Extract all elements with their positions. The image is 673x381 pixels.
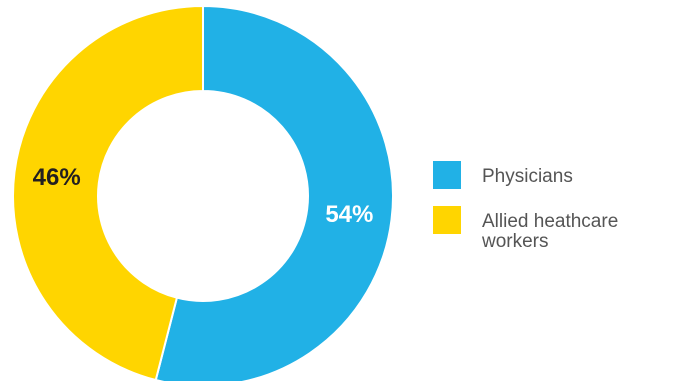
donut-slice-allied-healthcare-workers xyxy=(12,4,204,381)
legend-label-physicians: Physicians xyxy=(482,166,573,187)
legend-swatch-physicians xyxy=(433,161,461,189)
donut-slices xyxy=(12,4,394,381)
legend: Physicians Allied heathcare workers xyxy=(433,161,618,252)
slice-labels: 54% 46% xyxy=(33,164,374,228)
legend-label-allied-healthcare-workers: Allied heathcare workers xyxy=(481,211,618,252)
slice-label-physicians: 54% xyxy=(325,201,373,228)
donut-slice-physicians xyxy=(154,4,394,381)
legend-swatch-allied-healthcare-workers xyxy=(433,206,461,234)
slice-label-allied-healthcare-workers: 46% xyxy=(33,164,81,191)
